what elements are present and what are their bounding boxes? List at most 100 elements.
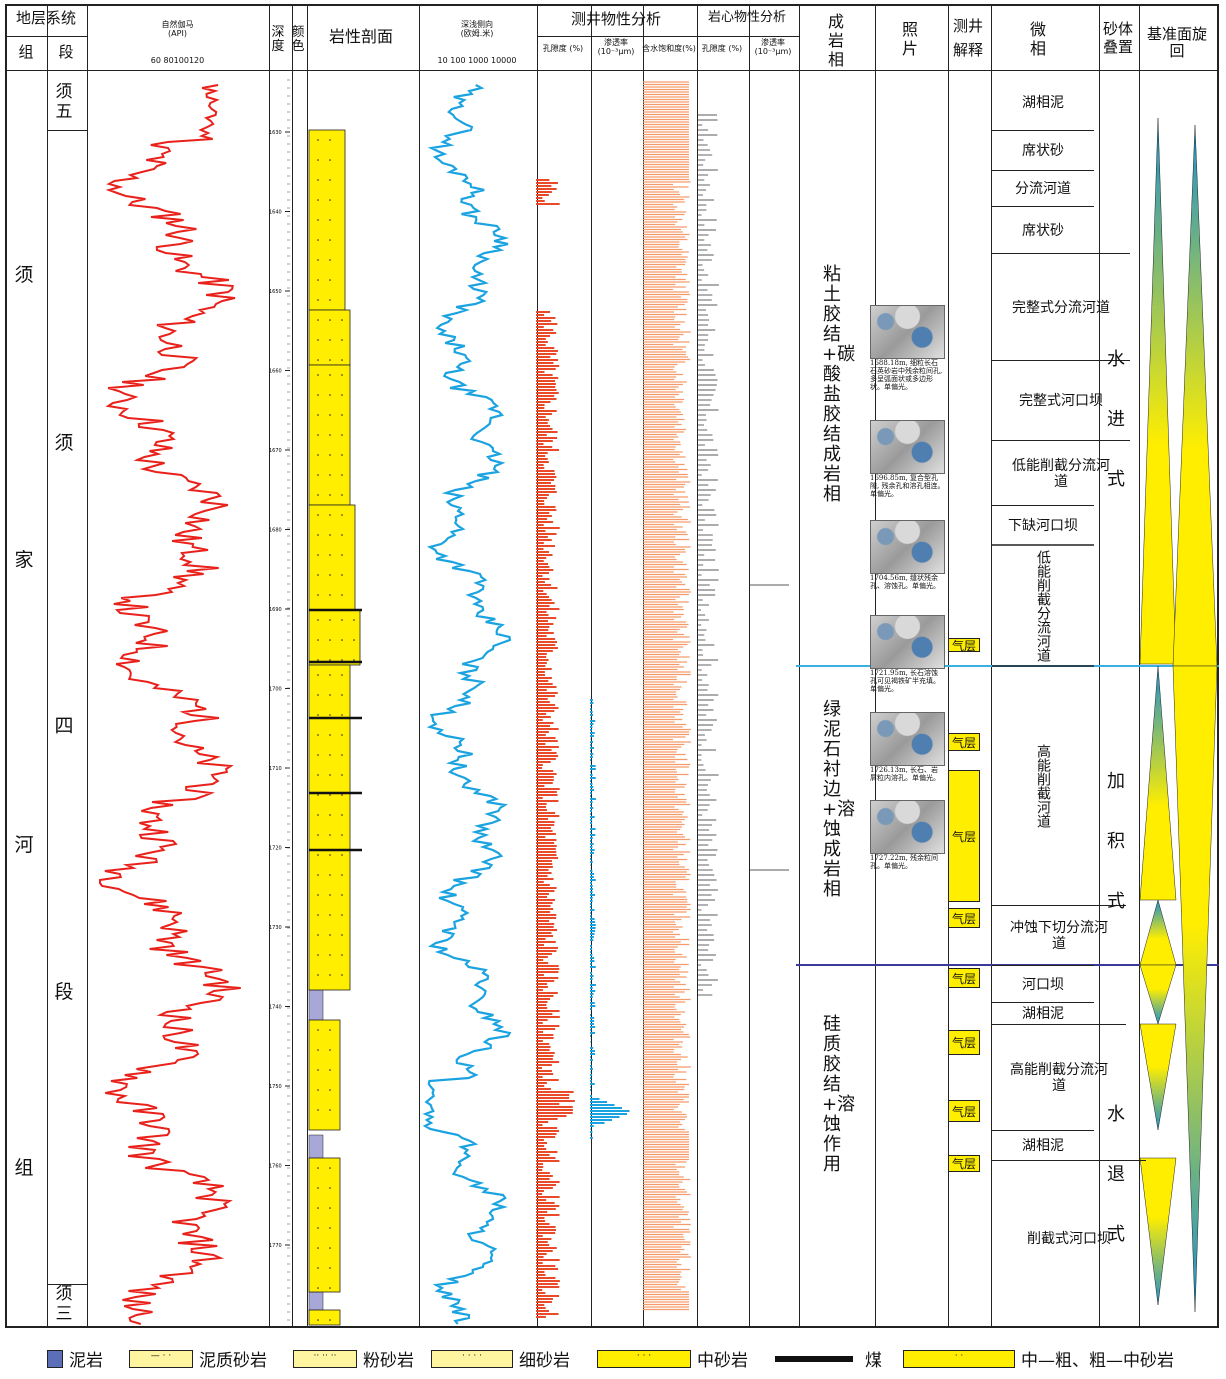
grain-dot [329, 1247, 331, 1249]
col-sep [47, 6, 48, 1326]
cycle-triangle [1139, 117, 1177, 665]
col-sep [307, 6, 308, 1326]
grain-dot [329, 714, 331, 716]
grain-dot [329, 974, 331, 976]
grain-dot [317, 974, 319, 976]
core-porosity-header: 孔隙度 (%) [701, 44, 743, 53]
cycle-triangle [1139, 665, 1177, 901]
grain-dot [329, 1029, 331, 1031]
photo-caption: 1704.56m, 缝状残余孔、溶蚀孔。单偏光。 [870, 574, 940, 590]
grain-dot [341, 734, 343, 736]
grain-dot [317, 814, 319, 816]
grain-dot [329, 619, 331, 621]
gas-layer: 气层 [948, 638, 980, 653]
grain-dot [317, 319, 319, 321]
grain-dot [329, 954, 331, 956]
grain-dot [329, 834, 331, 836]
grain-dot [317, 774, 319, 776]
cycle-triangle [1139, 1023, 1177, 1131]
depth-label: 1760 [269, 1164, 282, 1170]
grain-dot [329, 639, 331, 641]
sand-stack-label: 水进式 [1107, 349, 1125, 490]
microfacies-cell: 高能削截分流河道 [992, 1024, 1126, 1131]
sand-stack-header: 砂体叠置 [1102, 20, 1133, 56]
grain-dot [317, 1109, 319, 1111]
grain-dot [317, 1287, 319, 1289]
grain-dot [329, 1069, 331, 1071]
member-divider [47, 1284, 87, 1285]
grain-dot [317, 474, 319, 476]
grain-dot [329, 494, 331, 496]
grain-dot [317, 1267, 319, 1269]
grain-dot [329, 594, 331, 596]
grain-dot [329, 1287, 331, 1289]
grain-dot [317, 534, 319, 536]
depth-label: 1690 [269, 607, 282, 613]
grain-dot [341, 319, 343, 321]
resist-ticks: 10 100 1000 10000 [437, 56, 517, 65]
col-sep [292, 6, 293, 1326]
grain-dot [317, 794, 319, 796]
legend-fine-sandstone: · · · · 细砂岩 [431, 1346, 570, 1371]
microfacies-cell: 完整式分流河道 [992, 253, 1130, 361]
grain-dot [329, 874, 331, 876]
photo-caption: 1726.13m, 长石、岩屑粒内溶孔。单偏光。 [870, 766, 940, 782]
grain-dot [317, 279, 319, 281]
grain-dot [317, 394, 319, 396]
perm-header: 渗透率 [604, 38, 628, 47]
grain-dot [353, 659, 355, 661]
sand-bed [308, 309, 351, 366]
sand-stack-label: 水退式 [1107, 1104, 1125, 1245]
microfacies-cell: 分流河道 [992, 170, 1094, 207]
group-char: 组 [14, 1157, 34, 1179]
grain-dot [317, 874, 319, 876]
grain-dot [317, 199, 319, 201]
facies-label: 粘土胶结+碳酸盐胶结成岩相 [822, 264, 856, 505]
grain-dot [329, 1267, 331, 1269]
grain-dot [317, 574, 319, 576]
grain-dot [329, 534, 331, 536]
grain-dot [317, 659, 319, 661]
microfacies-cell: 湖相泥 [1022, 94, 1064, 111]
depth-label: 1630 [269, 130, 282, 136]
grain-dot [317, 414, 319, 416]
grain-dot [341, 814, 343, 816]
grain-dot [329, 1187, 331, 1189]
grain-dot [329, 1167, 331, 1169]
depth-label: 1650 [269, 289, 282, 295]
photo-caption: 1696.85m, 复合型孔隙, 残余孔和溶孔相连。单偏光。 [870, 474, 945, 498]
group-header: 组 [18, 43, 34, 61]
grain-dot [329, 374, 331, 376]
grain-dot [353, 619, 355, 621]
grain-dot [317, 1319, 319, 1321]
col-sep [87, 6, 88, 1326]
grain-dot [341, 339, 343, 341]
depth-header: 深度 [271, 25, 285, 54]
thin-section-photo: 1721.95m, 长石溶蚀孔可见褐铁矿半充填。单偏光。 [870, 615, 945, 693]
microfacies-cell: 高能削截河道 [1035, 743, 1051, 828]
legend: 泥岩 — · · 泥质砂岩 ·· ·· ·· 粉砂岩 · · · · 细砂岩 · · … [5, 1336, 1219, 1374]
thin-section-photo: 1688.18m, 细粒长石石英砂岩中残余粒间孔,多呈弧面状或多边形状。单偏光。 [870, 305, 945, 391]
color-header: 颜色 [291, 25, 305, 54]
grain-dot [317, 674, 319, 676]
microfacies-cell: 湖相泥 [992, 1130, 1094, 1161]
photo-caption: 1727.22m, 残余粒间孔。单偏光。 [870, 854, 939, 870]
photo-caption: 1688.18m, 细粒长石石英砂岩中残余粒间孔,多呈弧面状或多边形状。单偏光。 [870, 359, 943, 391]
microfacies-cell: 低能削截分流河道 [992, 440, 1130, 506]
grain-dot [341, 854, 343, 856]
grain-dot [317, 179, 319, 181]
grain-dot [341, 974, 343, 976]
grain-dot [317, 1227, 319, 1229]
grain-dot [317, 714, 319, 716]
grain-dot [329, 1319, 331, 1321]
header-subdivider [537, 36, 799, 37]
grain-dot [329, 474, 331, 476]
grain-dot [329, 139, 331, 141]
grain-dot [329, 794, 331, 796]
grain-dot [329, 1089, 331, 1091]
grain-dot [341, 694, 343, 696]
microfacies-cell: 湖相泥 [992, 1002, 1094, 1025]
depth-label: 1660 [269, 369, 282, 375]
cycle-triangle [1139, 964, 1177, 1025]
gas-layer: 气层 [948, 1100, 980, 1122]
